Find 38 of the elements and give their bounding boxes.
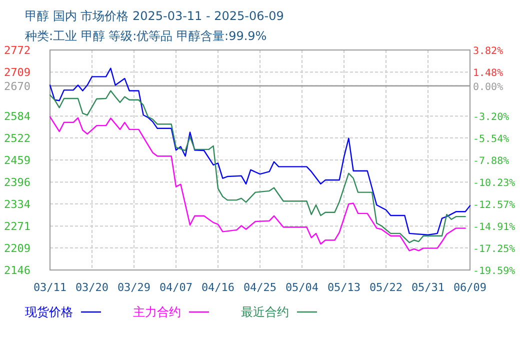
y-tick-label: 2670: [4, 80, 30, 93]
y2-tick-label: -17.25%: [473, 244, 516, 256]
y-tick-label: 2584: [4, 110, 31, 124]
x-tick-label: 03/29: [117, 281, 151, 294]
y-tick-label: 2459: [4, 154, 30, 167]
y-tick-label: 2772: [4, 44, 30, 57]
y-tick-label: 2522: [4, 132, 30, 145]
x-tick-label: 05/04: [285, 281, 319, 294]
y-tick-label: 2146: [4, 264, 30, 277]
y-tick-label: 2709: [4, 66, 30, 80]
x-tick-label: 05/13: [327, 281, 361, 294]
y2-tick-label: -7.88%: [473, 156, 510, 167]
y2-tick-label: -12.57%: [473, 200, 516, 212]
y-tick-label: 2396: [4, 176, 30, 190]
legend-label: 现货价格: [25, 305, 73, 319]
legend-label: 主力合约: [133, 305, 181, 319]
x-tick-label: 03/11: [33, 281, 67, 294]
x-tick-label: 04/07: [159, 281, 193, 294]
y2-tick-label: 3.82%: [473, 46, 504, 57]
y2-tick-label: 0.00%: [473, 82, 504, 93]
chart-subtitle: 种类:工业 甲醇 等级:优等品 甲醇含量:99.9%: [25, 29, 267, 43]
y2-tick-label: -14.91%: [473, 222, 516, 234]
x-tick-label: 03/20: [75, 281, 109, 294]
x-tick-label: 05/22: [369, 281, 403, 294]
y2-tick-label: -19.59%: [473, 266, 516, 277]
y-tick-label: 2271: [4, 220, 30, 234]
x-tick-label: 04/25: [243, 281, 277, 294]
y2-tick-label: -3.20%: [473, 112, 510, 123]
x-tick-label: 06/09: [453, 281, 487, 294]
chart-title: 甲醇 国内 市场价格 2025-03-11 - 2025-06-09: [25, 9, 284, 23]
x-tick-label: 04/16: [201, 281, 235, 294]
y-tick-label: 2334: [4, 198, 31, 211]
x-tick-label: 05/31: [411, 281, 445, 294]
legend-label: 最近合约: [241, 305, 289, 319]
y2-tick-label: -5.54%: [473, 134, 510, 145]
y-tick-label: 2209: [4, 242, 30, 255]
y2-tick-label: -10.23%: [473, 178, 516, 190]
y2-tick-label: 1.48%: [473, 68, 504, 79]
